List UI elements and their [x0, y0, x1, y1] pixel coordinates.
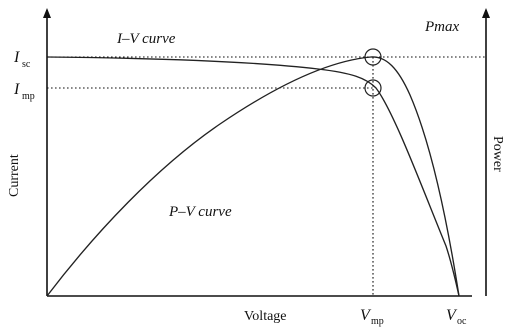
voltage-axis-label: Voltage	[244, 309, 287, 324]
imp-point-marker	[364, 79, 382, 97]
isc-label-sub: sc	[22, 59, 31, 70]
pmax-point-marker	[364, 48, 382, 66]
pmax-label: Pmax	[424, 19, 459, 35]
vmp-label-main: V	[360, 307, 372, 324]
pv-curve-label: P–V curve	[168, 204, 232, 220]
vmp-label-sub: mp	[371, 316, 384, 327]
imp-label-sub: mp	[22, 91, 35, 102]
current-axis-label: Current	[7, 154, 22, 197]
imp-label-main: I	[13, 81, 20, 98]
isc-label-main: I	[13, 49, 20, 66]
pv-curve-line	[46, 56, 460, 297]
iv-curve-label: I–V curve	[116, 31, 176, 47]
iv-curve-line	[46, 56, 460, 297]
voc-label-main: V	[446, 307, 458, 324]
voc-label-sub: oc	[457, 316, 467, 327]
current-axis-arrow	[43, 8, 51, 18]
power-axis-arrow	[482, 8, 490, 18]
power-axis-label: Power	[490, 136, 505, 172]
